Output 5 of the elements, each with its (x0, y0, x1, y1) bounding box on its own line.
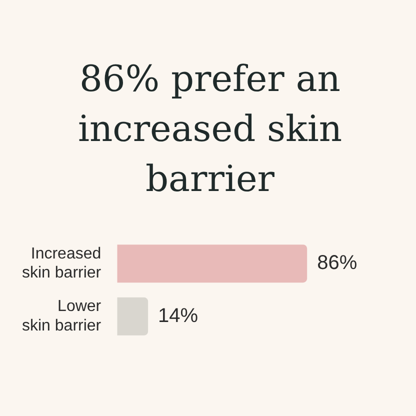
y-tick-label: Lower skin barrier (22, 298, 102, 334)
y-tick-label: Increased skin barrier (22, 245, 102, 282)
chart-title: 86% prefer an increased skin barrier (76, 58, 344, 202)
data-label: 86% (317, 252, 358, 274)
data-label: 14% (158, 304, 198, 327)
